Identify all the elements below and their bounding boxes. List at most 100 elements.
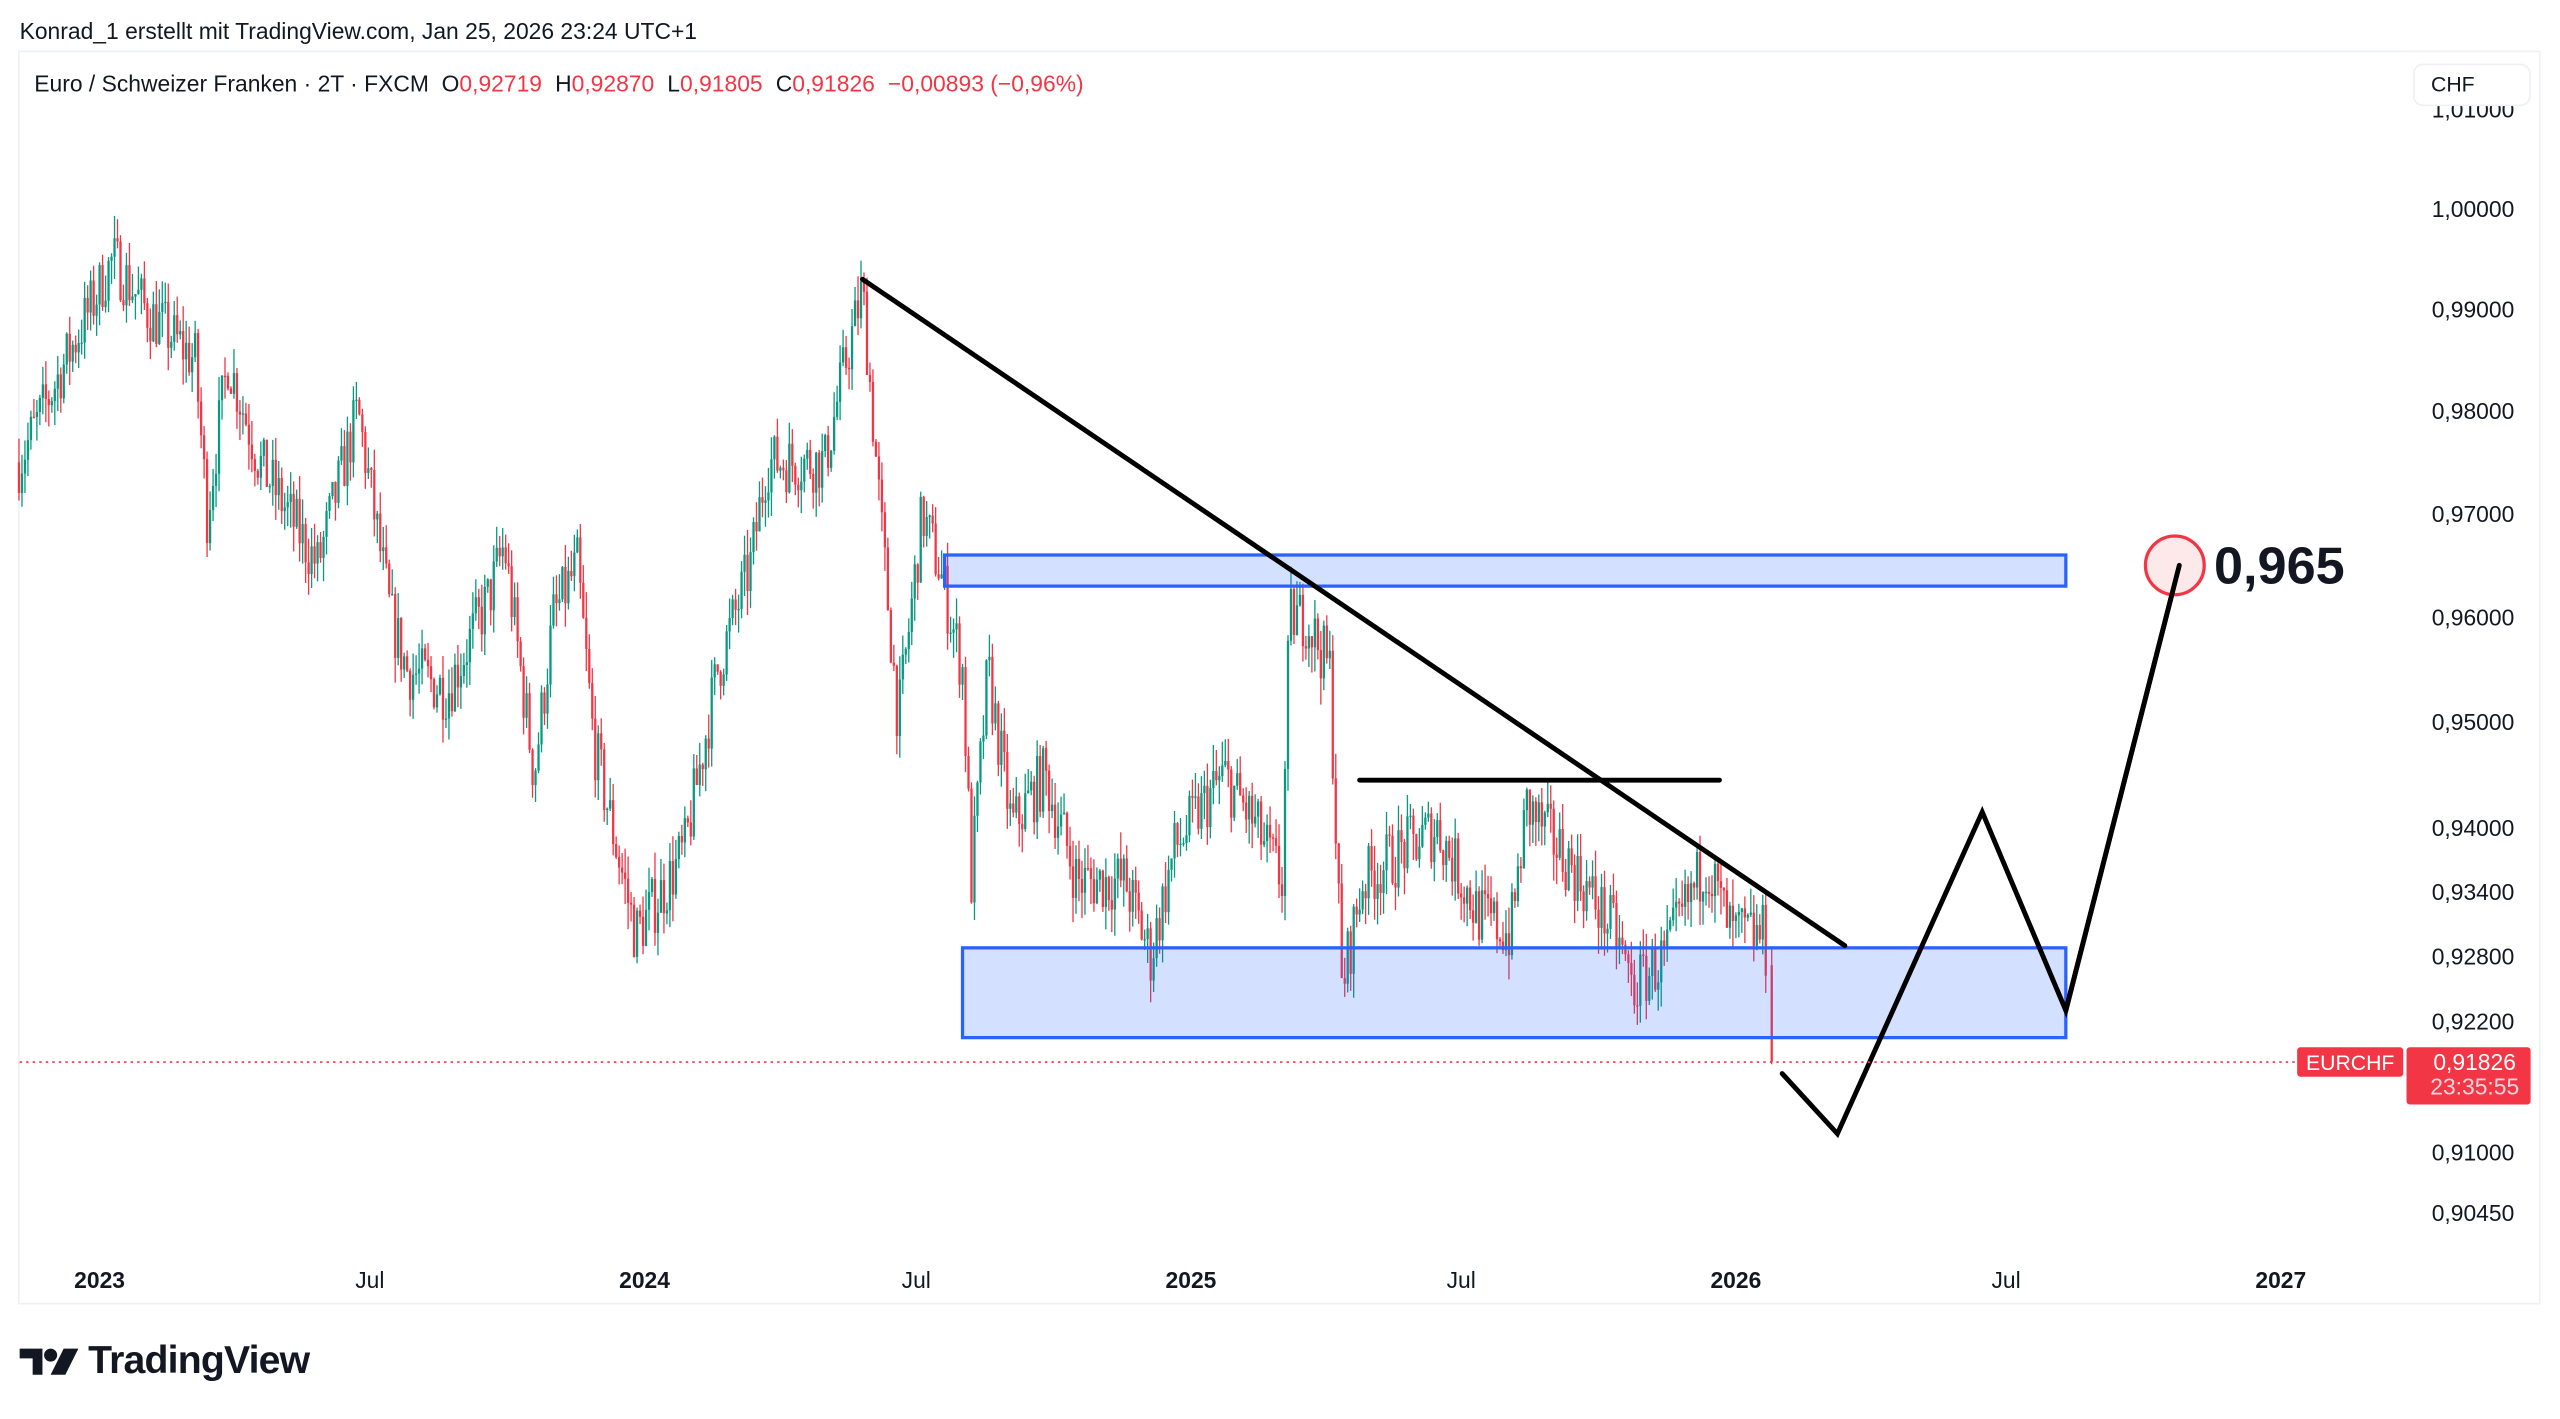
candle-body xyxy=(241,413,245,415)
candle-body xyxy=(1633,974,1636,1006)
candle xyxy=(1749,888,1752,917)
candle xyxy=(985,659,988,740)
candle-body xyxy=(1585,881,1588,912)
low-label: L xyxy=(667,70,681,97)
candle xyxy=(483,574,486,656)
candle xyxy=(292,481,295,552)
candle-body xyxy=(579,537,582,583)
candle xyxy=(438,674,442,696)
candle-body xyxy=(406,656,409,671)
candle-body xyxy=(220,375,224,401)
candle-body xyxy=(1600,887,1603,928)
candle xyxy=(459,653,463,709)
candle-body xyxy=(1442,850,1445,866)
candle xyxy=(1639,941,1642,1023)
candle xyxy=(809,439,812,480)
candle xyxy=(922,495,925,548)
candle-body xyxy=(1340,883,1343,979)
candle xyxy=(1507,907,1511,980)
candle xyxy=(806,442,809,470)
candle-body xyxy=(1119,858,1122,881)
candle-body xyxy=(1164,886,1167,913)
candle xyxy=(859,260,863,329)
candle-body xyxy=(546,684,549,714)
candle-body xyxy=(841,347,845,363)
candle xyxy=(603,742,606,822)
candle xyxy=(555,575,558,627)
candle xyxy=(1397,805,1400,897)
candle xyxy=(1689,871,1693,928)
candle-body xyxy=(373,469,376,520)
candle-body xyxy=(776,436,779,471)
candle-body xyxy=(411,674,415,700)
bar-countdown-label: 23:35:55 xyxy=(2430,1074,2519,1100)
candle-body xyxy=(1050,804,1054,812)
tradingview-logo[interactable]: TradingView xyxy=(19,1339,310,1385)
candle xyxy=(1489,876,1493,926)
candle-body xyxy=(1325,625,1328,659)
candle xyxy=(1313,600,1317,672)
candle-body xyxy=(325,510,328,537)
candle-body xyxy=(1176,823,1179,845)
candle-body xyxy=(1477,891,1481,940)
candle xyxy=(1400,814,1403,864)
candle-body xyxy=(641,916,645,946)
candle xyxy=(1672,888,1675,927)
candle xyxy=(1648,967,1651,1005)
candle xyxy=(193,320,197,362)
currency-button[interactable]: CHF xyxy=(2413,63,2531,107)
symbol-name[interactable]: Euro / Schweizer Franken · 2T · FXCM xyxy=(34,70,429,97)
candle-body xyxy=(1047,770,1051,812)
candle xyxy=(546,668,549,729)
candle-body xyxy=(191,357,194,373)
candle-body xyxy=(495,547,498,562)
candle xyxy=(80,319,83,355)
candle-body xyxy=(501,547,504,557)
candle xyxy=(301,499,304,564)
candle xyxy=(355,381,358,419)
candle xyxy=(408,668,412,717)
candle-body xyxy=(346,431,349,486)
candle xyxy=(749,537,752,608)
candle xyxy=(886,537,890,611)
candle xyxy=(1215,750,1218,786)
candle-body xyxy=(898,679,901,737)
candle xyxy=(1277,824,1281,899)
candle-body xyxy=(1418,846,1421,860)
candle-body xyxy=(620,867,624,873)
candle xyxy=(116,219,119,249)
candle xyxy=(149,308,152,360)
candle-body xyxy=(441,677,445,720)
candle xyxy=(1158,907,1161,954)
candle xyxy=(38,394,42,426)
candle xyxy=(516,582,519,658)
candle-body xyxy=(1504,933,1508,951)
candle-body xyxy=(1713,863,1717,897)
candle xyxy=(56,355,59,412)
candle-body xyxy=(343,446,346,486)
candle xyxy=(256,468,259,485)
close-value: 0,91826 xyxy=(792,70,875,97)
candle xyxy=(641,896,645,955)
candle xyxy=(1146,913,1149,963)
candle xyxy=(797,477,800,508)
candle xyxy=(1107,875,1110,911)
candle-body xyxy=(146,303,149,328)
candle-body xyxy=(1618,937,1621,947)
candle xyxy=(913,555,916,621)
candle-body xyxy=(1283,768,1287,897)
candle-body xyxy=(289,493,292,503)
candle-body xyxy=(1319,650,1322,679)
candle-body xyxy=(821,450,824,488)
candle xyxy=(1713,859,1717,923)
candle xyxy=(779,465,782,479)
candle xyxy=(268,483,271,493)
candle-body xyxy=(889,610,893,663)
candle-body xyxy=(519,641,522,667)
candle xyxy=(958,616,961,698)
candle-body xyxy=(1427,813,1430,818)
candle-body xyxy=(1588,881,1591,888)
candle-body xyxy=(1143,939,1146,941)
candle-body xyxy=(334,481,337,503)
